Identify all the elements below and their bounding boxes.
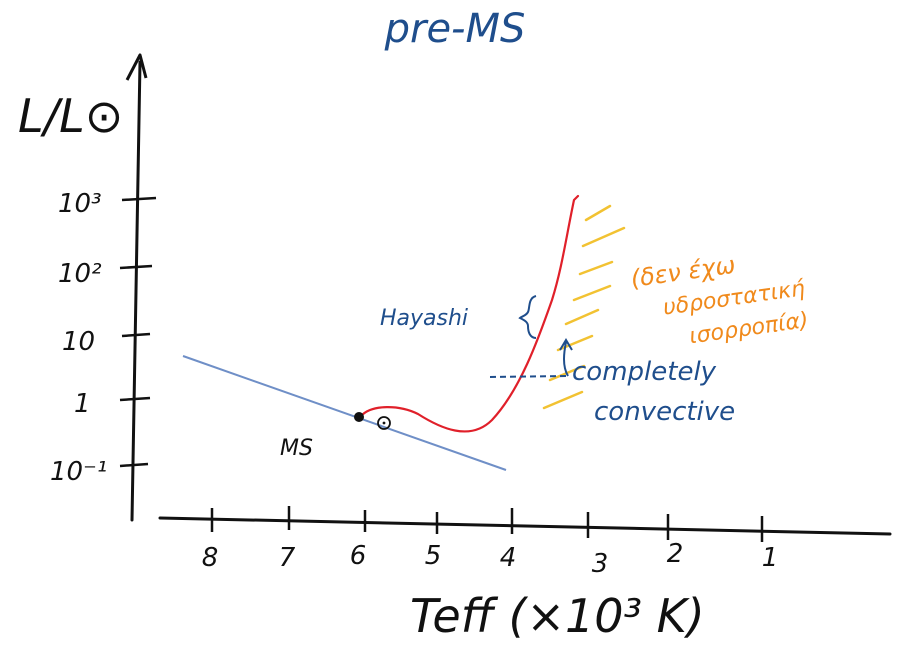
y-axis-label: L/L⊙ (18, 89, 123, 143)
pre-ms-evolution-track (359, 194, 580, 433)
x-tick-label-6: 6 (350, 541, 367, 571)
hatch-mark (556, 334, 594, 352)
convective-label: convective (594, 397, 735, 427)
y-axis-line (130, 60, 142, 522)
y-tick-label-0.1: 10⁻¹ (50, 457, 107, 487)
y-tick-0.1 (119, 462, 149, 468)
hatch-mark (564, 308, 600, 326)
x-axis-line (158, 516, 892, 536)
x-tick-labels: 8 7 6 5 4 3 2 1 (202, 539, 779, 579)
x-tick-label-8: 8 (202, 543, 219, 573)
hatch-mark (578, 260, 614, 276)
forbidden-zone-hatching (542, 204, 626, 410)
x-tick-label-7: 7 (279, 543, 296, 573)
x-axis-label: Teff (×10³ K) (410, 589, 705, 643)
hayashi-label: Hayashi (380, 306, 468, 331)
hatch-mark (542, 390, 584, 410)
y-tick-label-100: 10² (58, 259, 102, 289)
y-axis-arrow (125, 53, 148, 81)
y-tick-1 (119, 396, 151, 402)
y-tick-10 (121, 332, 151, 338)
x-tick-label-3: 3 (592, 549, 609, 579)
y-tick-labels: 10³ 10² 10 1 10⁻¹ (50, 189, 107, 487)
ms-arrival-dot (354, 412, 364, 422)
diagram-title: pre-MS (384, 6, 526, 52)
x-tick-label-2: 2 (667, 539, 684, 569)
convective-pointer-dashed (489, 375, 569, 378)
hayashi-brace (518, 295, 537, 339)
y-tick-1000 (121, 196, 157, 202)
ms-label: MS (280, 436, 313, 461)
x-ticks (210, 506, 764, 542)
y-tick-label-1000: 10³ (58, 189, 102, 219)
completely-label: completely (572, 357, 717, 387)
no-hydrostatic-equilibrium-note: (δεν έχω υδροστατική ισορροπία) (629, 251, 810, 350)
y-tick-label-1: 1 (74, 389, 91, 419)
sun-symbol-icon (377, 416, 391, 430)
x-tick-label-5: 5 (425, 541, 442, 571)
main-sequence-line (182, 355, 507, 471)
x-tick-label-4: 4 (500, 543, 517, 573)
sun-symbol-center (382, 421, 386, 425)
y-ticks (119, 196, 157, 468)
y-tick-label-10: 10 (62, 327, 95, 357)
hatch-mark (581, 226, 626, 248)
y-tick-100 (119, 264, 153, 270)
convective-pointer-arrow (559, 338, 573, 377)
x-tick-label-1: 1 (762, 543, 779, 573)
hatch-mark (584, 204, 612, 222)
note-line-1: (δεν έχω (629, 251, 737, 293)
hatch-mark (572, 284, 612, 302)
